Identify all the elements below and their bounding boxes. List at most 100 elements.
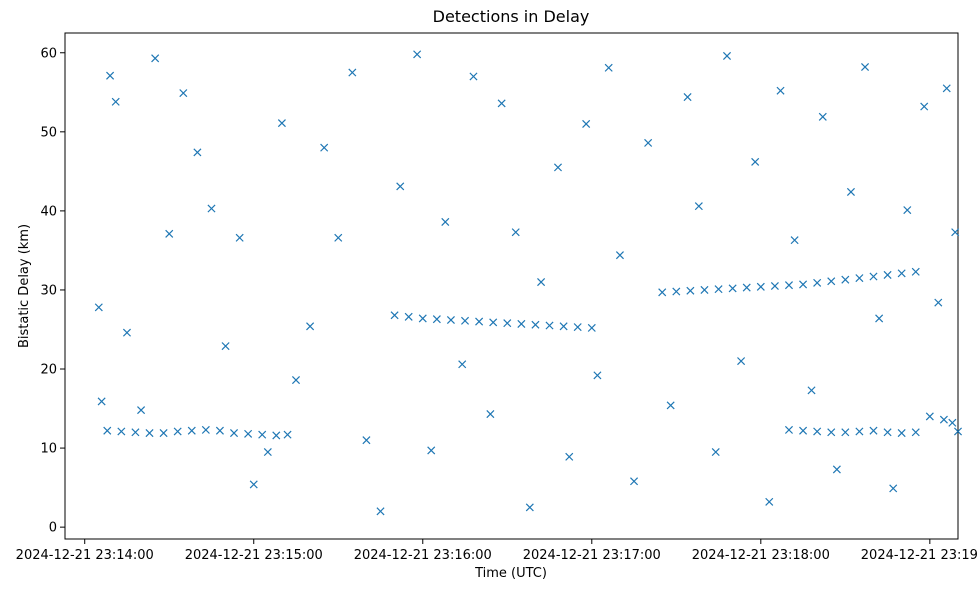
data-point (855, 274, 864, 283)
data-point (503, 319, 512, 328)
data-point (784, 425, 794, 434)
data-point (291, 376, 301, 385)
data-point (700, 285, 709, 294)
data-point (827, 428, 836, 437)
data-point (694, 202, 703, 211)
y-tick-label: 0 (49, 521, 57, 536)
plot-area (64, 32, 963, 540)
data-point (137, 406, 146, 415)
data-point (565, 452, 574, 461)
data-point (362, 436, 371, 445)
data-point (658, 288, 667, 297)
data-point (525, 503, 534, 512)
data-point (475, 317, 484, 326)
data-point (883, 428, 892, 437)
data-point (531, 320, 540, 329)
data-point (813, 278, 822, 287)
y-axis: 0 10 20 30 40 50 60 (40, 46, 65, 536)
data-point (396, 182, 405, 191)
x-tick-label: 2024-12-21 23:14:00 (16, 548, 154, 563)
data-point (784, 281, 794, 290)
x-axis: 2024-12-21 23:14:00 2024-12-21 23:15:00 20… (16, 539, 979, 563)
data-point (861, 62, 870, 72)
data-point (179, 89, 188, 98)
data-point (441, 217, 450, 226)
data-point (165, 229, 174, 238)
data-point (714, 285, 723, 294)
data-point (258, 430, 267, 439)
data-point (229, 429, 239, 438)
data-point (728, 284, 737, 293)
data-point (94, 303, 103, 312)
data-point (193, 148, 202, 157)
data-point (458, 360, 467, 369)
data-point (770, 281, 779, 291)
x-tick-label: 2024-12-21 23:18:00 (692, 548, 830, 563)
data-point (953, 427, 963, 436)
data-point (263, 448, 272, 457)
data-point (911, 428, 920, 437)
data-point (911, 267, 920, 276)
data-point (460, 316, 470, 325)
data-point (666, 401, 675, 410)
data-point (306, 322, 315, 331)
data-point (511, 228, 520, 237)
y-axis-label: Bistatic Delay (km) (17, 224, 32, 348)
data-point (903, 206, 912, 215)
data-point (934, 298, 943, 307)
data-point (537, 278, 546, 287)
y-tick-label: 40 (40, 204, 57, 219)
data-point (951, 228, 960, 237)
data-point (948, 418, 957, 427)
data-point (756, 282, 765, 291)
data-point (841, 275, 850, 284)
data-point (615, 251, 624, 260)
data-point (151, 54, 160, 63)
data-point (630, 477, 639, 486)
y-tick-label: 50 (40, 125, 57, 140)
data-point (559, 322, 568, 331)
data-point (587, 323, 596, 332)
data-point (799, 426, 808, 435)
data-point (334, 233, 343, 242)
data-point (517, 319, 526, 328)
data-point (117, 427, 126, 436)
data-point (277, 119, 286, 128)
data-point (897, 429, 906, 438)
chart-title: Detections in Delay (433, 7, 590, 26)
data-point (939, 415, 948, 424)
data-point (672, 287, 681, 296)
plot-frame (64, 32, 959, 540)
data-point (446, 315, 455, 325)
data-point (489, 318, 498, 327)
data-point (427, 446, 436, 455)
data-point (582, 119, 591, 128)
data-point (187, 426, 196, 435)
data-point (883, 270, 892, 279)
data-point (920, 102, 929, 111)
data-point (249, 480, 258, 489)
data-point (925, 412, 934, 421)
data-point (875, 314, 884, 323)
data-point (545, 321, 554, 330)
data-points (94, 50, 963, 516)
y-tick-label: 60 (40, 46, 57, 61)
y-tick-label: 10 (40, 442, 57, 457)
data-point (201, 425, 210, 434)
data-point (553, 163, 563, 172)
data-point (807, 386, 816, 395)
data-point (131, 428, 140, 437)
data-point (413, 50, 422, 59)
data-point (221, 342, 230, 351)
data-point (106, 71, 115, 80)
data-point (846, 187, 855, 196)
data-point (404, 312, 413, 321)
x-tick-label: 2024-12-21 23:15:00 (185, 548, 323, 563)
data-point (320, 143, 329, 152)
x-tick-label: 2024-12-21 23:19:00 (861, 548, 979, 563)
data-point (737, 357, 746, 366)
data-point (813, 427, 822, 436)
data-point (486, 410, 495, 419)
data-point (855, 427, 864, 436)
